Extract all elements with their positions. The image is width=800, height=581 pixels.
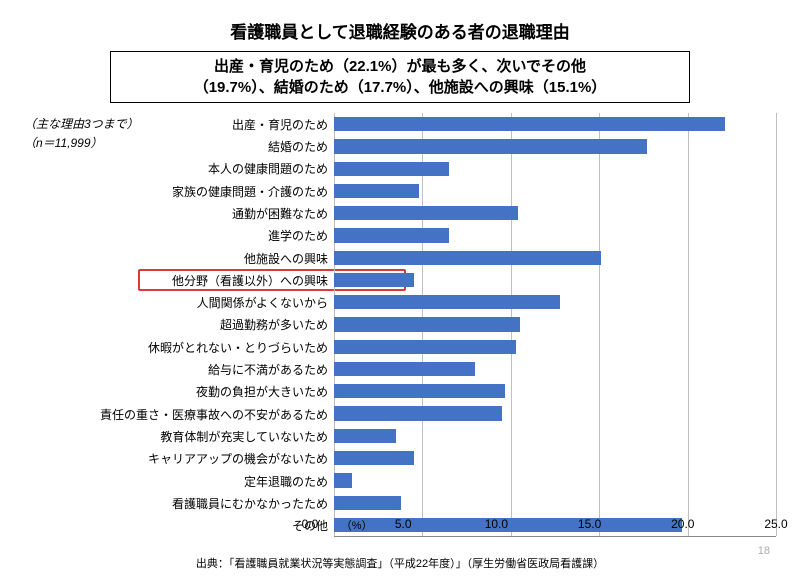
x-tick-label: 5.0 xyxy=(395,517,412,531)
x-tick-label: 15.0 xyxy=(578,517,601,531)
bar-row xyxy=(334,336,776,358)
bar-row xyxy=(334,425,776,447)
y-axis-label: 結婚のため xyxy=(134,135,328,157)
note-n: （n＝11,999） xyxy=(24,134,134,153)
note-prefix: （主な理由3つまで） xyxy=(24,115,134,134)
bar xyxy=(334,317,520,331)
bar-row xyxy=(334,202,776,224)
bar xyxy=(334,384,505,398)
bar-row xyxy=(334,380,776,402)
bar-row xyxy=(334,447,776,469)
bar xyxy=(334,340,516,354)
chart-area: （主な理由3つまで） （n＝11,999） 出産・育児のため結婚のため本人の健康… xyxy=(24,113,776,537)
subtitle-line2: （19.7%）、結婚のため（17.7%）、他施設への興味（15.1%） xyxy=(123,77,677,98)
bar xyxy=(334,162,449,176)
y-axis-label: 本人の健康問題のため xyxy=(134,158,328,180)
bar xyxy=(334,117,725,131)
y-axis-labels: 出産・育児のため結婚のため本人の健康問題のため家族の健康問題・介護のため通勤が困… xyxy=(134,113,334,537)
y-axis-label: キャリアアップの機会がないため xyxy=(134,448,328,470)
bar-row xyxy=(334,113,776,135)
y-axis-label: 家族の健康問題・介護のため xyxy=(134,180,328,202)
bar xyxy=(334,295,560,309)
y-axis-label: 責任の重さ・医療事故への不安があるため xyxy=(134,403,328,425)
plot-area xyxy=(334,113,776,537)
y-axis-label: 人間関係がよくないから xyxy=(134,292,328,314)
bar xyxy=(334,251,601,265)
bar-row xyxy=(334,492,776,514)
y-axis-label: 超過勤務が多いため xyxy=(134,314,328,336)
bar-row xyxy=(334,158,776,180)
bar xyxy=(334,473,352,487)
bar xyxy=(334,429,396,443)
y-axis-label: その他 xyxy=(134,515,328,537)
bar-row xyxy=(334,291,776,313)
chart-title: 看護職員として退職経験のある者の退職理由 xyxy=(24,18,776,43)
y-axis-label: 通勤が困難なため xyxy=(134,202,328,224)
x-tick-label: 0.0 xyxy=(302,517,319,531)
y-axis-label: 出産・育児のため xyxy=(134,113,328,135)
bar xyxy=(334,362,475,376)
gridline xyxy=(776,113,777,536)
y-axis-label: 教育体制が充実していないため xyxy=(134,425,328,447)
source-citation: 出典：「看護職員就業状況等実態調査」（平成22年度）」（厚生労働省医政局看護課） xyxy=(0,555,800,571)
x-tick-label: 25.0 xyxy=(764,517,787,531)
x-tick-label: 10.0 xyxy=(485,517,508,531)
y-axis-label: 給与に不満があるため xyxy=(134,358,328,380)
subtitle-box: 出産・育児のため（22.1%）が最も多く、次いでその他 （19.7%）、結婚のた… xyxy=(110,51,690,103)
x-tick-label: 20.0 xyxy=(671,517,694,531)
bar xyxy=(334,273,414,287)
bar-row xyxy=(334,358,776,380)
y-axis-label: 他施設への興味 xyxy=(134,247,328,269)
y-axis-label: 夜勤の負担が大きいため xyxy=(134,381,328,403)
y-axis-label: 定年退職のため xyxy=(134,470,328,492)
y-axis-label: 看護職員にむかなかったため xyxy=(134,492,328,514)
bar-row xyxy=(334,313,776,335)
bar-row xyxy=(334,135,776,157)
subtitle-line1: 出産・育児のため（22.1%）が最も多く、次いでその他 xyxy=(123,56,677,77)
bar-row xyxy=(334,469,776,491)
y-axis-label: 休暇がとれない・とりづらいため xyxy=(134,336,328,358)
y-axis-label: 他分野（看護以外）への興味 xyxy=(134,269,328,291)
y-axis-label: 進学のため xyxy=(134,225,328,247)
bar-row xyxy=(334,247,776,269)
bar-row xyxy=(334,224,776,246)
bar xyxy=(334,184,419,198)
note-column: （主な理由3つまで） （n＝11,999） xyxy=(24,113,134,537)
bar-row xyxy=(334,269,776,291)
bar xyxy=(334,139,647,153)
bars-container xyxy=(334,113,776,536)
bar xyxy=(334,228,449,242)
bar xyxy=(334,206,518,220)
x-axis: 0.05.010.015.020.025.0（%） xyxy=(310,513,776,553)
bar-row xyxy=(334,180,776,202)
x-axis-unit: （%） xyxy=(341,517,373,533)
bar-row xyxy=(334,402,776,424)
bar xyxy=(334,406,502,420)
bar xyxy=(334,496,401,510)
bar xyxy=(334,451,414,465)
